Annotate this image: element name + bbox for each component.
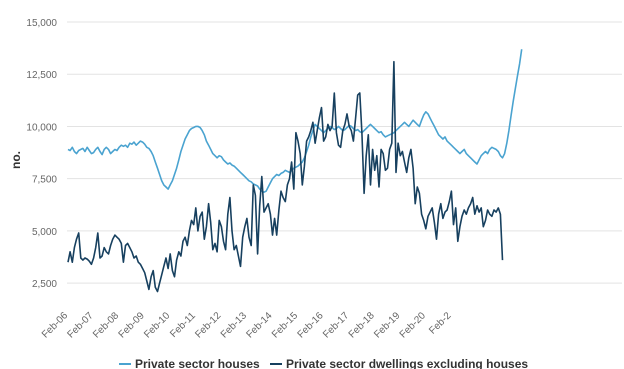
x-axis-ticks: Feb-06Feb-07Feb-08Feb-09Feb-10Feb-11Feb-… bbox=[40, 310, 454, 340]
x-tick-label: Feb-10 bbox=[142, 310, 172, 340]
y-axis-title: no. bbox=[9, 151, 23, 169]
y-tick-label: 12,500 bbox=[26, 70, 57, 81]
legend-label-dwellings: Private sector dwellings excluding house… bbox=[286, 357, 528, 369]
series-line-dwellings bbox=[67, 60, 504, 293]
gridlines bbox=[67, 21, 622, 284]
series-lines bbox=[67, 49, 523, 293]
x-tick-label: Feb-11 bbox=[168, 310, 198, 340]
legend-item-dwellings: Private sector dwellings excluding house… bbox=[270, 357, 528, 369]
x-tick-label: Feb-13 bbox=[219, 310, 249, 340]
y-tick-label: 2,500 bbox=[32, 279, 57, 290]
y-tick-label: 5,000 bbox=[32, 227, 57, 238]
y-axis-ticks: 2,500 5,000 7,500 10,000 12,500 15,000 bbox=[26, 18, 57, 290]
x-tick-label: Feb-06 bbox=[40, 310, 70, 340]
y-tick-label: 10,000 bbox=[26, 122, 57, 133]
x-tick-label: Feb-18 bbox=[347, 310, 377, 340]
x-tick-label: Feb-20 bbox=[398, 310, 428, 340]
legend-item-houses: Private sector houses bbox=[119, 357, 260, 369]
legend-label-houses: Private sector houses bbox=[135, 357, 260, 369]
y-tick-label: 15,000 bbox=[26, 18, 57, 29]
y-tick-label: 7,500 bbox=[32, 175, 57, 186]
x-tick-label: Feb-07 bbox=[65, 310, 95, 340]
x-tick-label: Feb-14 bbox=[244, 310, 274, 340]
x-tick-label: Feb-09 bbox=[117, 310, 147, 340]
x-tick-label: Feb-12 bbox=[193, 310, 223, 340]
x-tick-label: Feb-2 bbox=[427, 310, 454, 337]
legend: Private sector houses Private sector dwe… bbox=[119, 357, 528, 369]
x-tick-label: Feb-15 bbox=[270, 310, 300, 340]
x-tick-label: Feb-19 bbox=[372, 310, 402, 340]
x-tick-label: Feb-17 bbox=[321, 310, 351, 340]
x-tick-label: Feb-16 bbox=[296, 310, 326, 340]
x-tick-label: Feb-08 bbox=[91, 310, 121, 340]
